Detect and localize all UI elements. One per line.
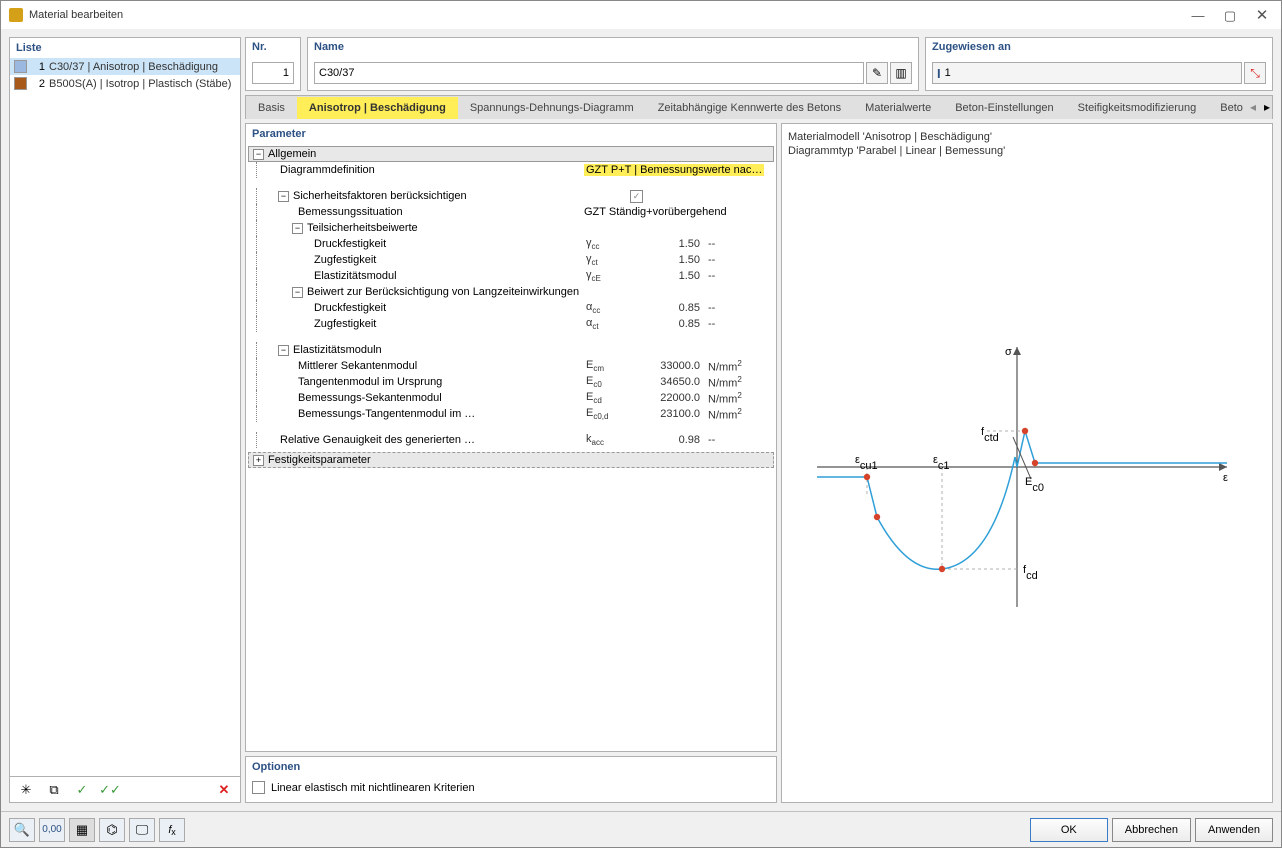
structure-icon[interactable]: ⌬ [99,818,125,842]
row-zug1[interactable]: Zugfestigkeit γct 1.50 -- [248,252,774,268]
collapse-icon[interactable]: − [253,149,264,160]
row-em-grp[interactable]: − Elastizitätsmoduln [248,342,774,358]
name-label: Name [308,38,918,56]
tab-zeitabh[interactable]: Zeitabhängige Kennwerte des Betons [646,97,853,119]
row-druck2[interactable]: Druckfestigkeit αcc 0.85 -- [248,300,774,316]
tab-bar: Basis Anisotrop | Beschädigung Spannungs… [245,95,1273,119]
svg-text:ε: ε [1223,472,1228,484]
close-button[interactable]: ✕ [1255,8,1269,22]
collapse-icon[interactable]: − [278,191,289,202]
tab-overflow[interactable]: Beto [1208,97,1255,119]
ok-button[interactable]: OK [1030,818,1108,842]
view-icon[interactable]: ▦ [69,818,95,842]
svg-text:σ: σ [1005,346,1012,358]
copy-button[interactable]: ⧉ [42,780,66,800]
row-bms[interactable]: Bemessungssituation GZT Ständig+vorüberg… [248,204,774,220]
tab-basis[interactable]: Basis [246,97,297,119]
collapse-icon[interactable]: − [292,287,303,298]
svg-text:Ec0: Ec0 [1025,476,1044,494]
app-icon [9,8,23,22]
row-sff[interactable]: − Sicherheitsfaktoren berücksichtigen ✓ [248,188,774,204]
row-tsb[interactable]: − Teilsicherheitsbeiwerte [248,220,774,236]
titlebar: Material bearbeiten — ▢ ✕ [1,1,1281,29]
tab-scroll-left-icon[interactable]: ◂ [1250,100,1256,114]
sff-checkbox[interactable]: ✓ [630,190,643,203]
display-icon[interactable]: 🖵 [129,818,155,842]
library-icon[interactable]: ▥ [890,62,912,84]
param-header: Parameter [246,124,776,144]
row-zug2[interactable]: Zugfestigkeit αct 0.85 -- [248,316,774,332]
apply-button[interactable]: Anwenden [1195,818,1273,842]
list-item[interactable]: 1 C30/37 | Anisotrop | Beschädigung [10,58,240,75]
cancel-button[interactable]: Abbrechen [1112,818,1191,842]
nr-label: Nr. [246,38,300,56]
maximize-button[interactable]: ▢ [1223,8,1237,22]
options-header: Optionen [252,761,770,773]
tab-materialwerte[interactable]: Materialwerte [853,97,943,119]
minimize-button[interactable]: — [1191,8,1205,22]
list-item[interactable]: 2 B500S(A) | Isotrop | Plastisch (Stäbe) [10,75,240,92]
svg-text:εcu1: εcu1 [855,454,878,472]
collapse-icon[interactable]: − [292,223,303,234]
collapse-icon[interactable]: − [278,345,289,356]
list-header: Liste [10,38,240,58]
tab-spannungs[interactable]: Spannungs-Dehnungs-Diagramm [458,97,646,119]
new-button[interactable]: ✳ [14,780,38,800]
check-button[interactable]: ✓ [70,780,94,800]
units-icon[interactable]: 0,00 [39,818,65,842]
check-all-button[interactable]: ✓✓ [98,780,122,800]
edit-name-icon[interactable]: ✎ [866,62,888,84]
diagram-title-2: Diagrammtyp 'Parabel | Linear | Bemessun… [788,144,1266,158]
assign-pick-icon[interactable]: ⤡ [1244,62,1266,84]
assigned-field[interactable]: I 1 [932,62,1242,84]
expand-icon[interactable]: + [253,455,264,466]
function-icon[interactable]: fₓ [159,818,185,842]
row-beiw[interactable]: − Beiwert zur Berücksichtigung von Langz… [248,284,774,300]
linear-elastic-label: Linear elastisch mit nichtlinearen Krite… [271,782,475,794]
row-druck1[interactable]: Druckfestigkeit γcc 1.50 -- [248,236,774,252]
window-title: Material bearbeiten [29,9,1191,21]
diagram-title-1: Materialmodell 'Anisotrop | Beschädigung… [788,130,1266,144]
row-diagdef[interactable]: Diagrammdefinition GZT P+T | Bemessungsw… [248,162,774,178]
row-bsm[interactable]: Bemessungs-Sekantenmodul Ecd 22000.0 N/m… [248,390,774,406]
row-relgen[interactable]: Relative Genauigkeit des generierten … k… [248,432,774,448]
tab-steif[interactable]: Steifigkeitsmodifizierung [1066,97,1209,119]
svg-text:fcd: fcd [1023,564,1038,582]
svg-text:εc1: εc1 [933,454,950,472]
material-swatch [14,60,27,73]
stress-strain-chart: σ ε fctd fcd εcu1 εc1 Ec0 [807,327,1247,627]
name-input[interactable] [314,62,864,84]
nr-input[interactable] [252,62,294,84]
help-icon[interactable]: 🔍 [9,818,35,842]
row-emod[interactable]: Elastizitätsmodul γcE 1.50 -- [248,268,774,284]
tab-anisotrop[interactable]: Anisotrop | Beschädigung [297,97,458,119]
group-festig[interactable]: + Festigkeitsparameter [248,452,774,468]
linear-elastic-checkbox[interactable] [252,781,265,794]
row-tmu[interactable]: Tangentenmodul im Ursprung Ec0 34650.0 N… [248,374,774,390]
group-allgemein[interactable]: − Allgemein [248,146,774,162]
tab-scroll-right-icon[interactable]: ▸ [1264,100,1270,114]
delete-button[interactable]: ✕ [212,780,236,800]
row-msm[interactable]: Mittlerer Sekantenmodul Ecm 33000.0 N/mm… [248,358,774,374]
material-swatch [14,77,27,90]
row-btm[interactable]: Bemessungs-Tangentenmodul im … Ec0,d 231… [248,406,774,422]
ibeam-icon: I [937,66,941,81]
svg-text:fctd: fctd [981,426,999,444]
tab-beton[interactable]: Beton-Einstellungen [943,97,1065,119]
assigned-label: Zugewiesen an [926,38,1272,56]
